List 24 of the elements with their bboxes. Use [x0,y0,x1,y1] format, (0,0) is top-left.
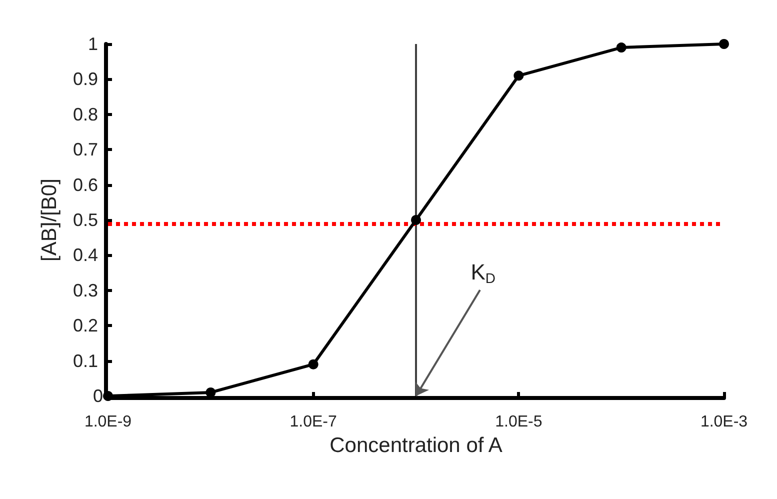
point [103,391,113,401]
y-tick-label: 1 [88,34,98,54]
point [719,39,729,49]
y-tick-label: 0.5 [72,210,98,230]
x-tick-label: 1.0E-7 [290,414,338,430]
y-tick-label: 0.6 [72,174,98,195]
point [206,387,216,398]
y-tick-label: 0.3 [72,280,98,300]
y-tick-label: 0.9 [72,69,98,90]
x-axis-title: Concentration of A [330,434,502,457]
y-tick-label: 0.4 [72,245,98,266]
x-tick-label: 1.0E-5 [495,414,542,430]
point [308,359,318,370]
y-tick-label: 0.1 [72,350,98,371]
y-axis-title: [AB]/[B0] [38,178,61,262]
point [411,215,421,225]
x-tick-label: 1.0E-3 [700,414,748,430]
y-tick-label: 0 [92,386,104,406]
point [616,42,626,53]
x-tick-label: 1.0E-9 [84,414,132,430]
y-tick-label: 0.2 [72,316,98,336]
point [514,70,524,81]
y-tick-label: 0.7 [72,140,98,160]
y-tick-label: 0.8 [72,104,98,124]
